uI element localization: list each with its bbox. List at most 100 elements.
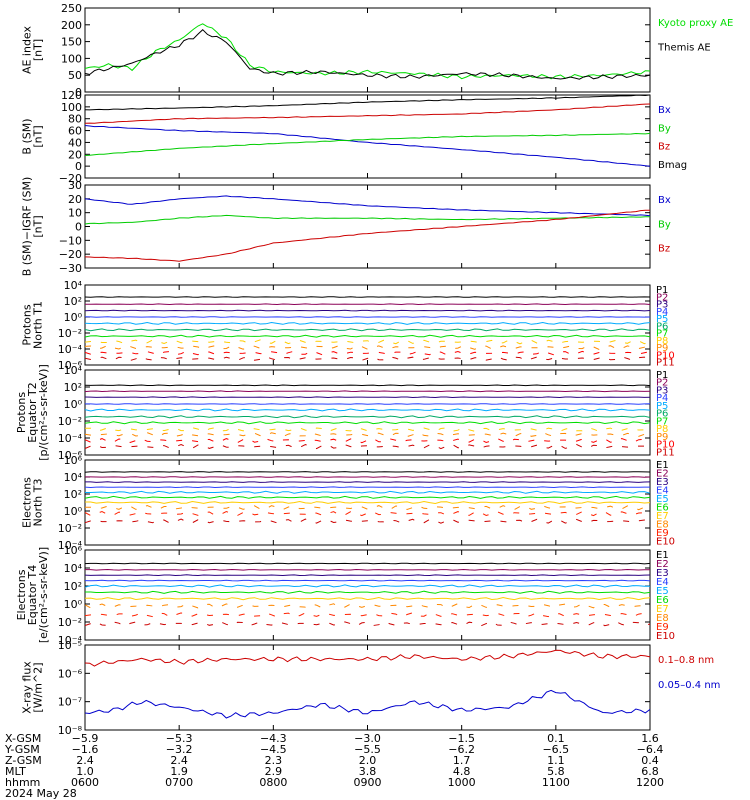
series-line	[84, 103, 651, 124]
y-axis-label: [nT]	[32, 39, 45, 61]
ephemeris-value: −4.5	[260, 743, 287, 756]
channel-line	[84, 596, 651, 601]
series-line	[84, 195, 651, 217]
y-tick-label: 120	[61, 89, 82, 102]
panel-frame	[84, 369, 651, 456]
y-axis-label: Equator T2	[26, 382, 39, 442]
legend-label: E6	[656, 503, 669, 514]
ephemeris-value: −6.2	[448, 743, 475, 756]
channel-line	[84, 334, 651, 338]
ephemeris-value: 3.8	[359, 765, 377, 778]
channel-line	[84, 296, 651, 298]
legend-label: P7	[656, 416, 668, 427]
ephemeris-value: 0600	[71, 776, 99, 789]
y-axis-label: [W/m^2]	[32, 662, 45, 712]
legend-label: E8	[656, 520, 669, 531]
legend-label: E7	[656, 604, 669, 615]
y-tick-label: 60	[68, 125, 82, 138]
ephemeris-row-label: Z-GSM	[5, 754, 42, 767]
legend-label: 0.1–0.8 nm	[658, 655, 714, 666]
channel-line	[84, 344, 651, 350]
legend-label: E9	[656, 622, 669, 633]
legend-label: E4	[656, 577, 669, 588]
y-axis-label: Electrons	[15, 569, 28, 620]
ephemeris-row-label: Y-GSM	[4, 743, 40, 756]
legend-label: E2	[656, 559, 669, 570]
ephemeris-value: 4.8	[453, 765, 471, 778]
legend-label: P2	[656, 378, 668, 389]
y-tick-label: −30	[59, 262, 82, 275]
ephemeris-value: 1.7	[453, 754, 471, 767]
ephemeris-value: −6.4	[637, 743, 664, 756]
y-axis-label: AE index	[21, 25, 34, 74]
ephemeris-value: 1.0	[76, 765, 94, 778]
legend-label: E2	[656, 469, 669, 480]
y-axis-label: North T3	[32, 479, 45, 527]
legend-label: P11	[656, 358, 675, 369]
y-tick-label: 0	[75, 221, 82, 234]
legend-label: P8	[656, 424, 668, 435]
legend-label: E4	[656, 486, 669, 497]
y-tick-label: 10⁻²	[58, 522, 82, 535]
legend-label: P1	[656, 370, 668, 381]
legend-label: P9	[656, 432, 668, 443]
series-line	[84, 125, 651, 167]
channel-line	[84, 431, 651, 438]
y-tick-label: 10⁻⁴	[58, 634, 83, 647]
channel-line	[84, 518, 651, 524]
panel-frame	[84, 184, 651, 269]
legend-label: P3	[656, 385, 668, 396]
channel-line	[84, 390, 651, 393]
y-tick-label: 40	[68, 136, 82, 149]
y-axis-label: [p/(cm²-s-sr-keV)]	[37, 364, 50, 461]
legend-label: Bx	[658, 195, 671, 206]
ephemeris-row-label: hhmm	[5, 776, 40, 789]
legend-label: E10	[656, 631, 675, 642]
ephemeris-value: 0800	[259, 776, 287, 789]
legend-label: Kyoto proxy AE	[658, 18, 733, 29]
channel-line	[84, 486, 650, 489]
ephemeris-value: −5.5	[354, 743, 381, 756]
legend-label: E7	[656, 511, 669, 522]
channel-line	[84, 426, 651, 433]
ephemeris-value: −4.3	[260, 732, 287, 745]
y-tick-label: 10²	[64, 381, 82, 394]
series-line	[84, 214, 651, 225]
channel-line	[84, 339, 651, 345]
ephemeris-value: 2.9	[265, 765, 283, 778]
legend-label: Bz	[658, 244, 670, 255]
channel-line	[85, 403, 651, 405]
y-tick-label: 10⁻⁸	[58, 724, 83, 737]
ephemeris-value: −3.2	[166, 743, 193, 756]
y-tick-label: 20	[68, 193, 82, 206]
channel-line	[84, 471, 651, 473]
y-tick-label: 10²	[64, 488, 82, 501]
ephemeris-value: 1100	[542, 776, 570, 789]
legend-label: By	[658, 219, 671, 230]
y-tick-label: 10⁴	[64, 364, 83, 377]
legend-label: P4	[656, 307, 668, 318]
ephemeris-value: 0.4	[641, 754, 659, 767]
y-tick-label: 100	[61, 101, 82, 114]
ephemeris-value: −5.3	[166, 732, 193, 745]
channel-line	[84, 495, 651, 499]
y-axis-label: Electrons	[21, 477, 34, 528]
legend-label: P9	[656, 343, 668, 354]
y-tick-label: −20	[59, 172, 82, 185]
legend-label: E5	[656, 494, 669, 505]
ephemeris-value: 0700	[165, 776, 193, 789]
legend-label: P6	[656, 321, 668, 332]
channel-line	[84, 316, 651, 318]
legend-label: P10	[656, 440, 675, 451]
date-label: 2024 May 28	[5, 787, 77, 800]
series-line	[84, 649, 651, 667]
panel-frame	[84, 94, 651, 179]
y-axis-label: [nT]	[32, 125, 45, 147]
legend-label: E3	[656, 568, 669, 579]
y-tick-label: −10	[59, 234, 82, 247]
ephemeris-value: 1000	[448, 776, 476, 789]
ephemeris-value: 2.3	[265, 754, 283, 767]
y-axis-label: [nT]	[32, 215, 45, 237]
